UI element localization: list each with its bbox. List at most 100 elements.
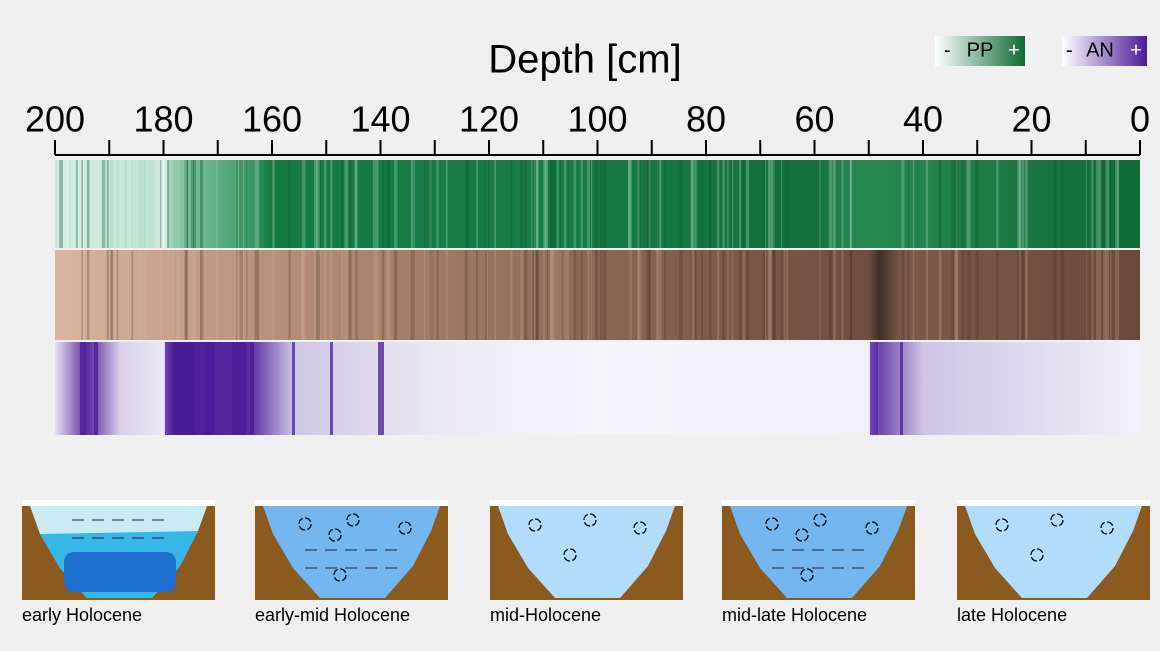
core-stripe	[550, 250, 553, 340]
core-stripe	[786, 250, 789, 340]
core-stripe	[423, 160, 426, 248]
core-stripe	[552, 160, 557, 248]
core-stripe	[781, 160, 783, 248]
core-stripe	[354, 160, 357, 248]
mixing-symbol	[583, 513, 597, 527]
core-stripe	[1098, 160, 1102, 248]
core-stripe	[535, 250, 539, 340]
mixing-symbol	[1030, 548, 1044, 562]
core-stripe	[746, 250, 750, 340]
core-stripe	[509, 250, 513, 340]
core-pp-image	[55, 160, 1140, 248]
core-stripe	[1115, 160, 1120, 248]
core-stripe	[690, 250, 693, 340]
core-stripe	[701, 250, 703, 340]
core-stripe	[717, 250, 720, 340]
core-stripe	[116, 160, 119, 248]
core-stripe	[94, 342, 98, 435]
core-stripe	[841, 250, 844, 340]
core-stripe	[531, 160, 535, 248]
core-stripe	[1085, 250, 1087, 340]
core-stripe	[599, 250, 603, 340]
core-stripe	[520, 250, 524, 340]
core-stripe	[828, 250, 833, 340]
core-stripe	[543, 160, 547, 248]
core-stripe	[664, 250, 667, 340]
core-stripe	[1021, 160, 1025, 248]
core-stripe	[557, 250, 559, 340]
mixing-symbol	[1050, 513, 1064, 527]
mixing-symbol	[346, 513, 360, 527]
core-stripe	[739, 160, 742, 248]
core-stripe	[386, 250, 391, 340]
core-stripe	[494, 250, 496, 340]
core-stripe	[781, 250, 783, 340]
core-stripe	[344, 250, 349, 340]
mixing-symbol	[328, 528, 342, 542]
core-stripe	[1110, 160, 1112, 248]
core-stripe	[138, 250, 143, 340]
core-stripe	[996, 160, 999, 248]
core-stripe	[509, 160, 513, 248]
core-stripe	[717, 160, 720, 248]
lake-sky	[957, 500, 1150, 506]
core-stripe	[580, 250, 583, 340]
core-stripe	[961, 160, 965, 248]
core-stripe	[324, 250, 327, 340]
lake-water	[498, 506, 675, 598]
core-stripe	[171, 160, 174, 248]
core-stripe	[106, 250, 109, 340]
core-stripe	[110, 160, 113, 248]
core-stripe	[587, 160, 590, 248]
core-stripe	[531, 250, 535, 340]
core-stripe	[55, 250, 58, 340]
tick-label: 120	[459, 99, 519, 140]
core-stripe	[246, 250, 248, 340]
core-stripe	[765, 250, 767, 340]
core-stripe	[550, 160, 553, 248]
lake-sky	[722, 500, 915, 506]
mixing-symbol	[813, 513, 827, 527]
core-stripe	[1053, 160, 1057, 248]
core-stripe	[1117, 160, 1119, 248]
mixing-symbol	[298, 517, 312, 531]
core-stripe	[966, 250, 971, 340]
tick-label: 100	[567, 99, 627, 140]
core-stripe	[1091, 250, 1094, 340]
core-stripe	[288, 160, 291, 248]
core-stripe	[648, 160, 651, 248]
core-stripe	[762, 250, 765, 340]
tick-label: 40	[903, 99, 943, 140]
core-stripe	[254, 250, 258, 340]
core-stripe	[300, 250, 304, 340]
core-stripe	[564, 250, 567, 340]
core-stripe	[765, 160, 767, 248]
core-stripe	[727, 250, 729, 340]
core-stripe	[476, 160, 478, 248]
core-stripe	[637, 160, 642, 248]
core-stripe	[559, 250, 562, 340]
legend-low: -	[1066, 39, 1073, 61]
core-stripe	[627, 250, 632, 340]
core-stripe	[413, 160, 415, 248]
core-stripe	[532, 160, 534, 248]
tick-label: 60	[794, 99, 834, 140]
core-stripe	[374, 250, 379, 340]
core-stripe	[190, 160, 195, 248]
core-stripe	[664, 160, 667, 248]
core-stripe	[658, 250, 662, 340]
core-stripe	[901, 160, 905, 248]
core-stripe	[485, 160, 489, 248]
core-stripe	[59, 250, 63, 340]
core-stripe	[393, 160, 398, 248]
core-stripe	[292, 342, 295, 435]
core-stripe	[550, 250, 554, 340]
core-stripe	[69, 250, 72, 340]
core-stripe	[216, 250, 218, 340]
core-stripe	[75, 250, 78, 340]
core-stripe	[996, 250, 999, 340]
core-stripe	[184, 250, 189, 340]
core-stripe	[69, 160, 72, 248]
core-stripe	[591, 160, 593, 248]
